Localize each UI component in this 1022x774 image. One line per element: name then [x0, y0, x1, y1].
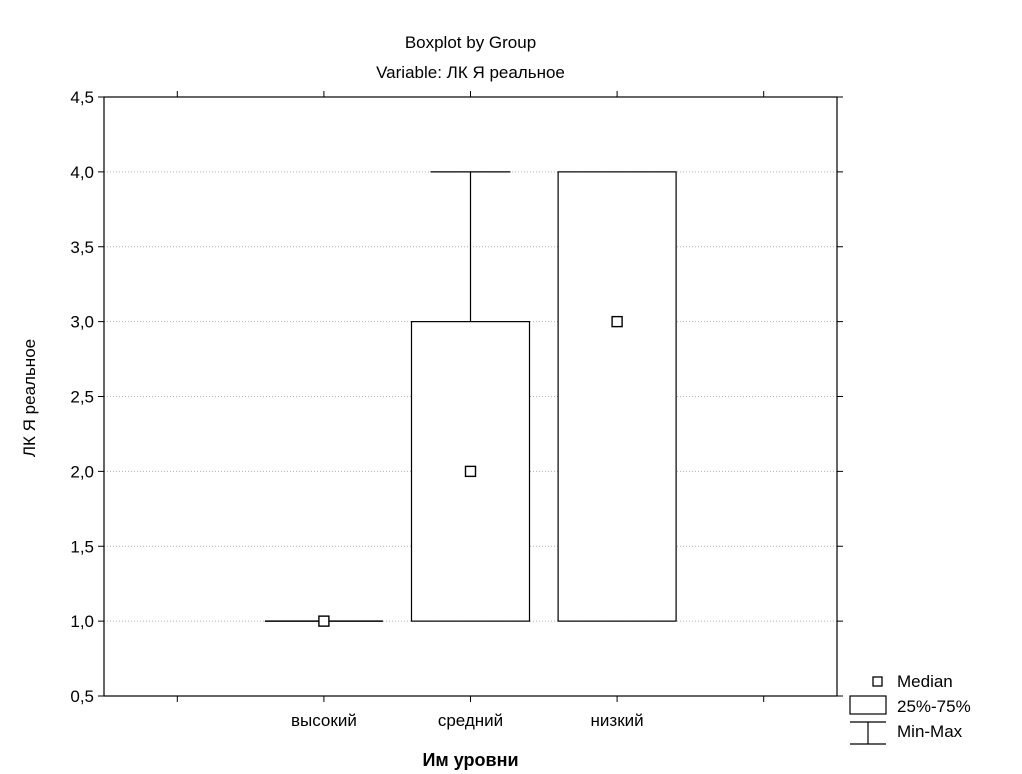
median-marker — [464, 465, 477, 478]
y-tick-label: 4,5 — [70, 88, 94, 107]
y-tick-label: 2,0 — [70, 462, 94, 481]
y-tick-label: 3,5 — [70, 238, 94, 257]
y-tick-label: 1,0 — [70, 612, 94, 631]
legend-iqr-icon — [849, 695, 887, 715]
x-tick-label: высокий — [291, 711, 357, 730]
legend-label-iqr: 25%-75% — [897, 697, 971, 716]
x-tick-label: средний — [438, 711, 503, 730]
y-tick-label: 1,5 — [70, 537, 94, 556]
median-marker — [611, 315, 623, 328]
median-marker — [318, 615, 330, 627]
y-tick-label: 2,5 — [70, 388, 94, 407]
legend-median-icon — [872, 676, 883, 687]
x-tick-label: низкий — [591, 711, 644, 730]
y-tick-label: 4,0 — [70, 163, 94, 182]
chart-subtitle: Variable: ЛК Я реальное — [376, 63, 565, 82]
iqr-box — [557, 171, 677, 622]
legend-label-median: Median — [897, 672, 953, 691]
chart-title: Boxplot by Group — [404, 33, 537, 52]
legend-label-minmax: Min-Max — [897, 722, 963, 741]
y-tick-label: 3,0 — [70, 313, 94, 332]
x-axis-label: Им уровни — [422, 750, 519, 770]
y-axis-label: ЛК Я реальное — [20, 338, 39, 458]
y-tick-label: 0,5 — [70, 687, 94, 706]
